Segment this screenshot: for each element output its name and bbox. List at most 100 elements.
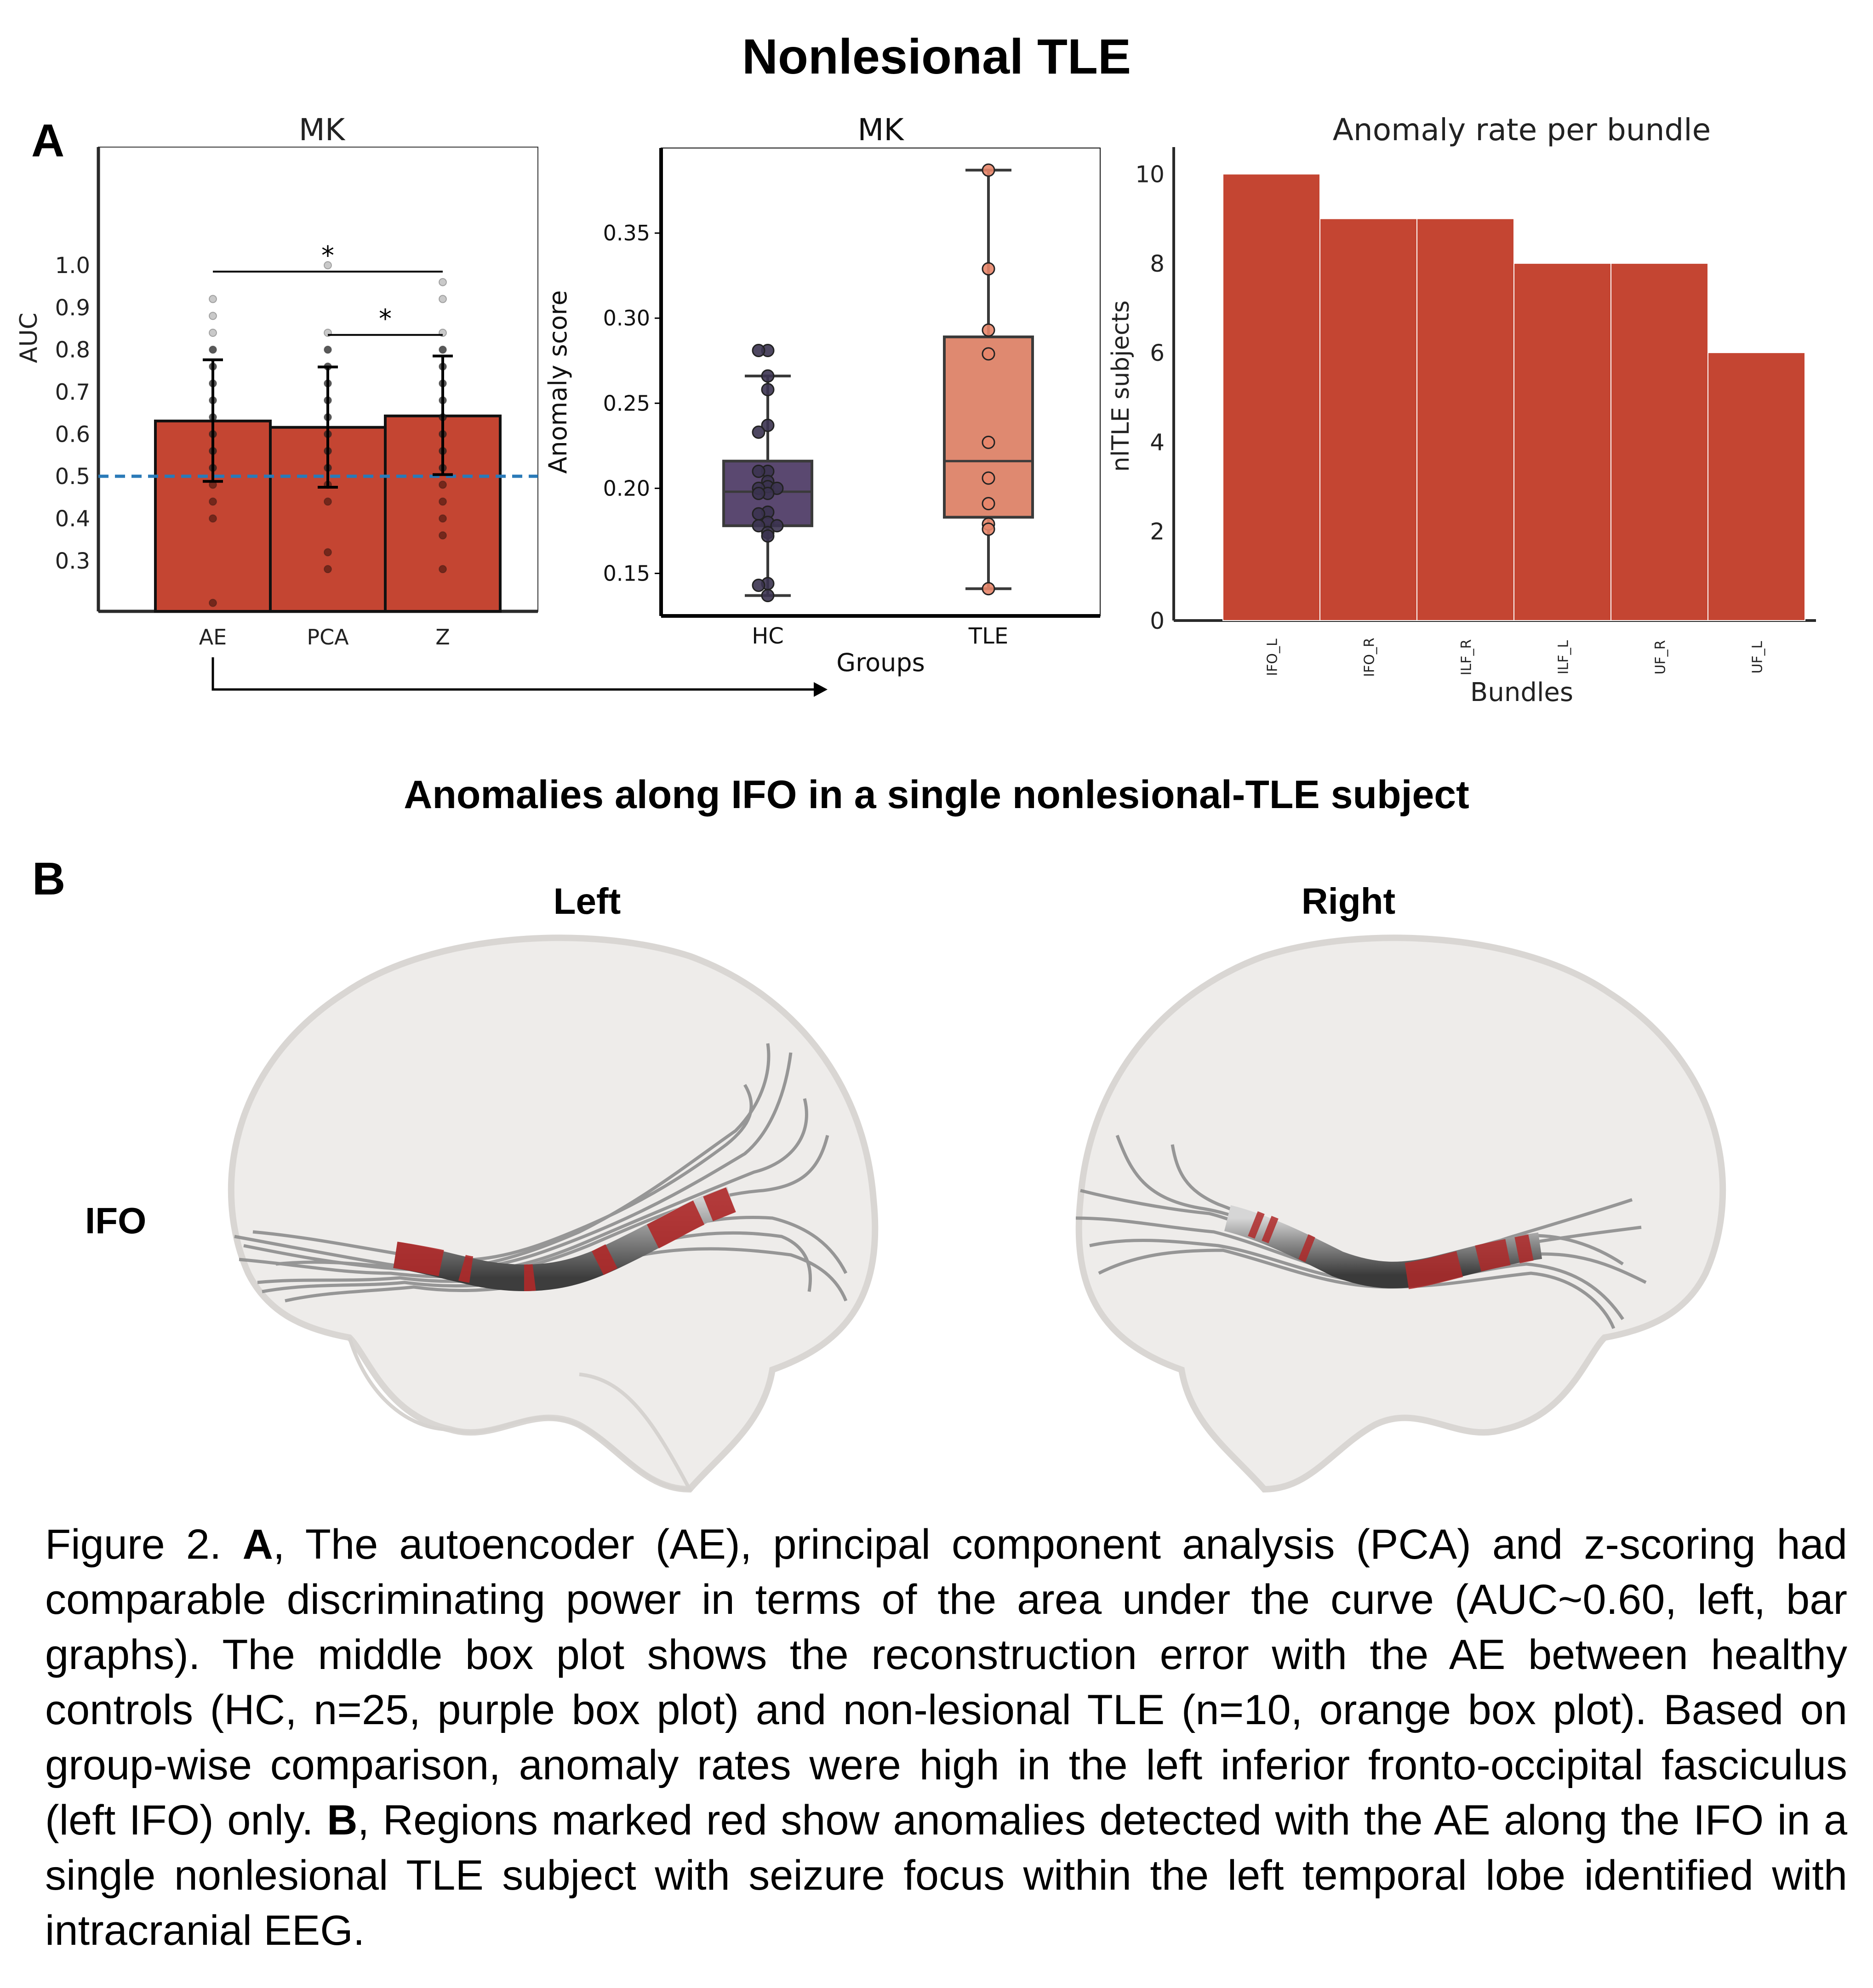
bar-uf-r xyxy=(1610,262,1708,621)
cerebellum-shape xyxy=(348,1337,693,1492)
figure-title: Nonlesional TLE xyxy=(742,28,1131,84)
data-point-z xyxy=(439,295,447,303)
data-point-z xyxy=(439,531,447,540)
data-point-tle xyxy=(982,522,995,536)
data-point-hc xyxy=(752,425,765,439)
anomaly-rate-bar-chart: Anomaly rate per bundle 0 2 4 6 8 10 nlTLE subj… xyxy=(1107,112,1816,707)
panel-b-label: B xyxy=(32,853,66,905)
data-point-z xyxy=(439,278,447,286)
x-tick-label: ILF_L xyxy=(1556,640,1572,674)
auc-bar-chart: MK 0.3 0.4 0.5 0.6 0.7 0.8 0.9 1.0 AUC AE PCA Z * * xyxy=(15,112,828,697)
x-tick-label: IFO_L xyxy=(1265,638,1281,676)
data-point-hc xyxy=(761,529,775,543)
data-point-z xyxy=(439,480,447,489)
data-point-ae xyxy=(209,312,217,320)
arrow-head-icon xyxy=(814,682,828,697)
data-point-hc xyxy=(752,464,765,478)
data-point-hc xyxy=(752,578,765,592)
data-point-tle xyxy=(982,497,995,511)
caption-b-text: , Regions marked red show anomalies dete… xyxy=(45,1797,1847,1954)
data-point-hc xyxy=(761,383,775,397)
significance-star: * xyxy=(321,241,334,271)
y-tick-label: 0.25 xyxy=(603,391,650,416)
data-point-hc xyxy=(761,418,775,432)
bar-ilf-l xyxy=(1513,262,1611,621)
data-point-hc xyxy=(752,344,765,358)
data-point-tle xyxy=(982,163,995,177)
data-point-tle xyxy=(982,582,995,596)
caption-prefix: Figure 2. xyxy=(45,1521,243,1568)
data-point-z xyxy=(439,497,447,506)
data-point-ae xyxy=(209,497,217,506)
data-point-pca xyxy=(324,345,332,354)
data-point-ae xyxy=(209,329,217,337)
plot-frame xyxy=(661,148,1101,616)
brain-left-label: Left xyxy=(553,881,621,922)
chart-title: MK xyxy=(299,112,346,148)
data-point-z xyxy=(439,565,447,574)
bar-ifo-l xyxy=(1222,173,1320,621)
panel-b-title: Anomalies along IFO in a single nonlesio… xyxy=(404,773,1469,817)
bar-ilf-r xyxy=(1416,218,1514,621)
caption-b-label: B xyxy=(327,1797,358,1844)
y-tick-label: 0.20 xyxy=(603,476,650,501)
x-tick-label: PCA xyxy=(307,625,349,649)
chart-title: Anomaly rate per bundle xyxy=(1333,112,1711,148)
data-point-tle xyxy=(982,435,995,449)
y-tick-label: 0.8 xyxy=(55,337,90,363)
y-tick-label: 0.15 xyxy=(603,561,650,586)
right-brain-render xyxy=(1075,934,1726,1493)
left-brain-render xyxy=(228,934,879,1493)
row-label-ifo: IFO xyxy=(85,1200,147,1241)
x-axis-label: Bundles xyxy=(1470,678,1573,707)
anomaly-segments xyxy=(1248,1211,1534,1289)
data-point-hc xyxy=(752,519,765,533)
significance-star: * xyxy=(379,304,392,334)
data-point-tle xyxy=(982,347,995,361)
anomaly-segments xyxy=(393,1187,736,1291)
brain-right-label: Right xyxy=(1301,881,1396,922)
y-tick-label: 0.5 xyxy=(55,464,90,490)
data-point-ae xyxy=(209,345,217,354)
y-tick-label: 0.35 xyxy=(603,221,650,245)
y-axis-label: Anomaly score xyxy=(543,290,572,473)
y-tick-label: 0.9 xyxy=(55,295,90,321)
data-point-ae xyxy=(209,514,217,523)
bar-uf-l xyxy=(1707,352,1805,621)
y-tick-label: 0 xyxy=(1150,608,1165,634)
x-tick-label: UF_R xyxy=(1653,640,1669,674)
y-axis-label: nlTLE subjects xyxy=(1107,300,1135,472)
y-tick-label: 8 xyxy=(1150,251,1165,277)
x-tick-label: AE xyxy=(199,625,227,649)
x-tick-label: ILF_R xyxy=(1459,639,1475,676)
chart-title: MK xyxy=(857,112,904,148)
x-tick-label: UF_L xyxy=(1750,641,1766,673)
y-tick-label: 0.4 xyxy=(55,506,90,532)
data-point-ae xyxy=(209,295,217,303)
brain-surface xyxy=(228,934,879,1493)
data-point-tle xyxy=(982,471,995,485)
y-tick-label: 2 xyxy=(1150,518,1165,545)
caption-a-text: , The autoencoder (AE), principal compon… xyxy=(45,1521,1847,1844)
panel-a-label: A xyxy=(31,115,64,166)
figure-caption: Figure 2. A, The autoencoder (AE), princ… xyxy=(45,1517,1847,1958)
data-point-z xyxy=(439,514,447,523)
data-point-hc xyxy=(752,486,765,500)
bar-ifo-r xyxy=(1319,218,1417,621)
connector-arrow-line xyxy=(211,657,814,691)
data-point-pca xyxy=(324,497,332,506)
x-tick-label: HC xyxy=(752,623,784,649)
data-point-pca xyxy=(324,565,332,574)
y-tick-label: 0.3 xyxy=(55,548,90,574)
data-point-pca xyxy=(324,261,332,270)
y-tick-label: 0.6 xyxy=(55,422,90,447)
anomaly-box-plot: MK 0.15 0.20 0.25 0.30 0.35 Anomaly score Group… xyxy=(543,112,1101,677)
x-tick-label: Z xyxy=(435,625,450,649)
data-point-pca xyxy=(324,548,332,557)
data-point-ae xyxy=(209,598,217,607)
x-tick-label: IFO_R xyxy=(1362,638,1378,677)
y-tick-label: 0.7 xyxy=(55,380,90,405)
data-point-hc xyxy=(770,519,784,533)
data-point-hc xyxy=(761,589,775,603)
